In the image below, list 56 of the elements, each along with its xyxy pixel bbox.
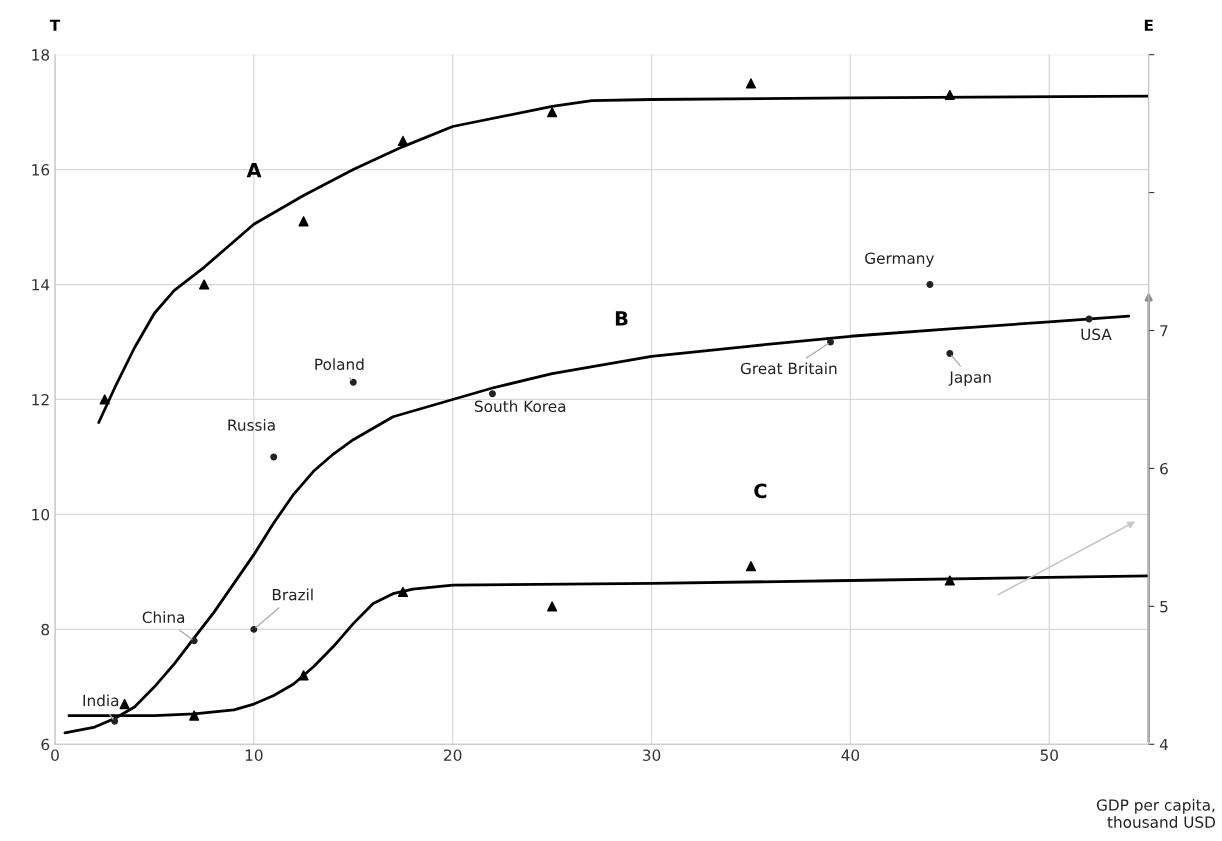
annotation: Great Britain [740,362,837,375]
point [349,378,357,386]
x-tick-label: 0 [51,749,59,761]
point [190,637,198,645]
point [270,453,278,461]
y2-tick-label: 4 [1159,738,1168,751]
y-tick-label: 14 [32,279,50,291]
x-tick-label: 40 [841,749,860,761]
y2-tick-label: 5 [1160,601,1168,613]
point [99,394,110,405]
y-axis-title: T [49,19,61,31]
point [547,601,558,612]
point [397,135,409,146]
y2-axis-title: E [1144,19,1153,31]
annotation: A [246,163,262,178]
point [926,281,934,289]
annotation: Russia [228,418,275,431]
point [111,717,119,725]
x-tick-label: 30 [642,749,661,761]
point [745,78,757,89]
point [298,216,309,227]
annotation: China [142,611,185,624]
point [488,390,496,398]
point [946,350,954,357]
point [250,625,258,633]
annotation: Brazil [272,588,313,601]
point [547,107,558,118]
y-tick-label: 18 [32,49,50,61]
point [397,586,409,598]
point [189,710,200,721]
y-tick-label: 8 [41,623,50,636]
y2-tick-label: 7 [1160,325,1168,337]
annotation: C [754,483,767,499]
x-tick-label: 10 [245,749,263,761]
point [944,575,955,586]
point [827,338,834,346]
x-axis-title: GDP per capita, thousand USD [1096,798,1215,828]
annotation: B [615,311,628,326]
annotation: Poland [315,358,364,370]
annotation: USA [1081,328,1112,341]
annotation: Japan [948,371,991,386]
y-tick-label: 12 [32,393,49,406]
annotation: India [83,694,119,707]
annotation: Germany [865,252,935,267]
x-tick-label: 20 [444,749,462,761]
y2-tick-label: 6 [1160,462,1168,475]
point [199,279,210,290]
y-tick-label: 6 [41,738,50,751]
point [119,698,130,710]
y-tick-label: 10 [32,508,50,521]
point [745,561,757,572]
annotation: South Korea [474,400,566,413]
point [944,89,955,100]
point [298,670,309,681]
x-tick-label: 50 [1040,749,1058,761]
y-tick-label: 16 [32,164,50,176]
